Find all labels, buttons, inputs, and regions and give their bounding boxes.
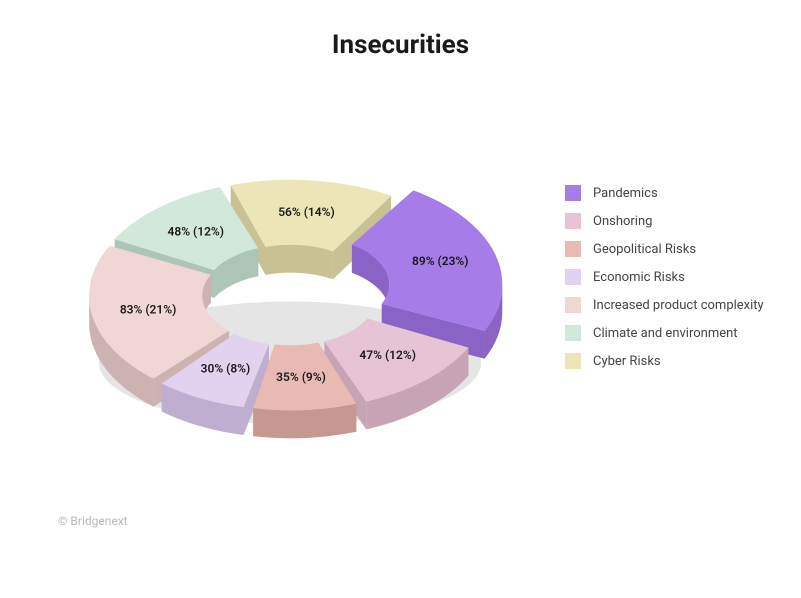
legend-swatch <box>565 353 581 369</box>
legend-item: Onshoring <box>565 213 764 229</box>
legend-label: Geopolitical Risks <box>593 242 696 257</box>
legend-label: Increased product complexity <box>593 298 764 313</box>
slice-label: 56% (14%) <box>278 205 335 219</box>
legend-label: Onshoring <box>593 214 652 229</box>
legend-swatch <box>565 185 581 201</box>
legend-swatch <box>565 325 581 341</box>
slice-inner-wall <box>265 245 332 280</box>
legend-swatch <box>565 213 581 229</box>
chart-title: Insecurities <box>0 30 801 60</box>
slice-label: 48% (12%) <box>168 224 225 238</box>
legend-item: Geopolitical Risks <box>565 241 764 257</box>
legend-swatch <box>565 269 581 285</box>
legend-swatch <box>565 241 581 257</box>
legend-item: Pandemics <box>565 185 764 201</box>
legend-item: Increased product complexity <box>565 297 764 313</box>
legend-label: Economic Risks <box>593 270 685 285</box>
donut-chart: 89% (23%) 47% (12%) 35% (9%) 30% (8%) 83% (2… <box>60 90 520 530</box>
credit-text: © Bridgenext <box>58 514 128 528</box>
slice-label: 89% (23%) <box>412 254 469 268</box>
legend-label: Cyber Risks <box>593 354 661 369</box>
legend: Pandemics Onshoring Geopolitical Risks Econ… <box>565 185 764 381</box>
legend-label: Pandemics <box>593 186 658 201</box>
legend-swatch <box>565 297 581 313</box>
legend-item: Climate and environment <box>565 325 764 341</box>
slice-label: 47% (12%) <box>359 348 416 362</box>
slice-label: 83% (21%) <box>120 303 177 317</box>
legend-item: Cyber Risks <box>565 353 764 369</box>
legend-item: Economic Risks <box>565 269 764 285</box>
slice-label: 35% (9%) <box>276 370 326 384</box>
legend-label: Climate and environment <box>593 326 738 341</box>
slice-label: 30% (8%) <box>201 361 251 375</box>
